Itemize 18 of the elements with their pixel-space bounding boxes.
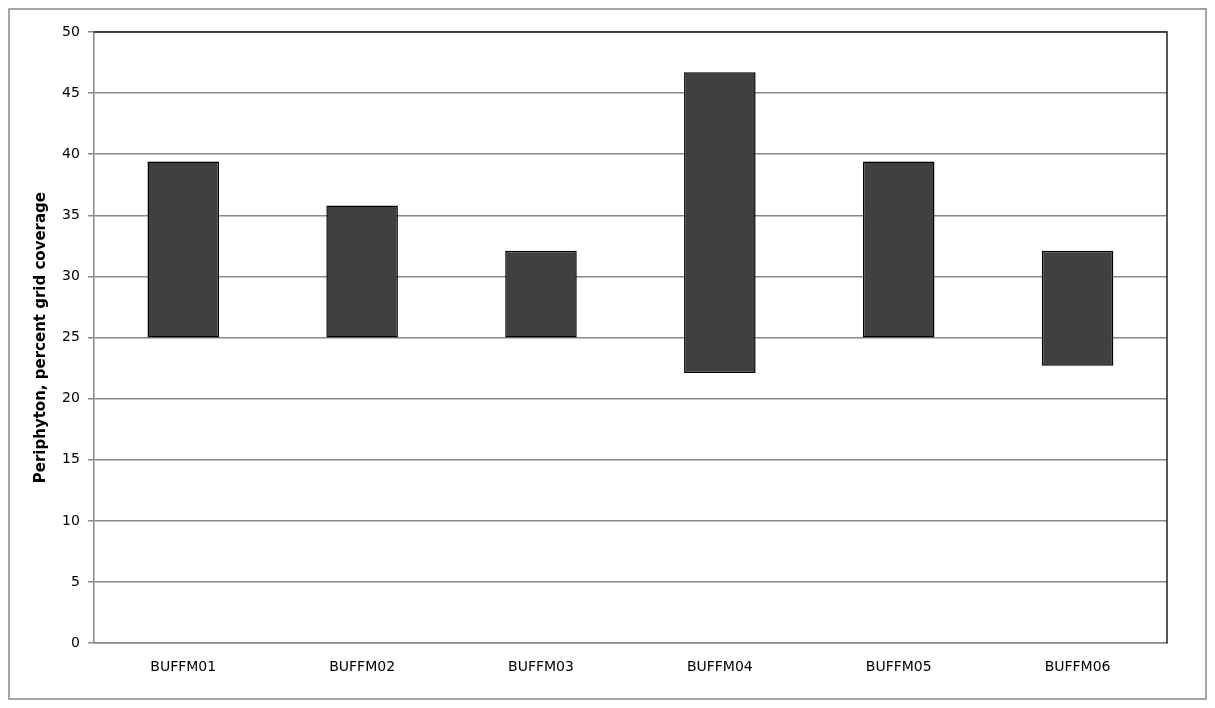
y-tick-label: 0 bbox=[70, 633, 80, 650]
y-tick-label: 10 bbox=[61, 511, 80, 528]
x-tick-label: BUFFM02 bbox=[329, 658, 396, 675]
y-tick-label: 50 bbox=[61, 22, 80, 39]
y-tick-label: 40 bbox=[61, 144, 80, 161]
y-tick-label: 20 bbox=[61, 389, 80, 406]
y-tick-label: 5 bbox=[70, 572, 80, 589]
x-tick-label: BUFFM06 bbox=[1044, 658, 1111, 675]
y-tick-label: 35 bbox=[61, 206, 80, 222]
y-axis-title: Periphyton, percent grid coverage bbox=[30, 191, 49, 484]
y-tick-label: 30 bbox=[61, 267, 80, 284]
y-tick-label: 45 bbox=[61, 83, 80, 100]
x-tick-label: BUFFM03 bbox=[508, 658, 574, 675]
y-tick-label: 15 bbox=[61, 450, 80, 467]
x-tick-label: BUFFM01 bbox=[150, 658, 217, 675]
x-tick-label: BUFFM05 bbox=[865, 658, 932, 675]
x-tick-label: BUFFM04 bbox=[686, 658, 753, 675]
y-tick-label: 25 bbox=[61, 328, 80, 345]
